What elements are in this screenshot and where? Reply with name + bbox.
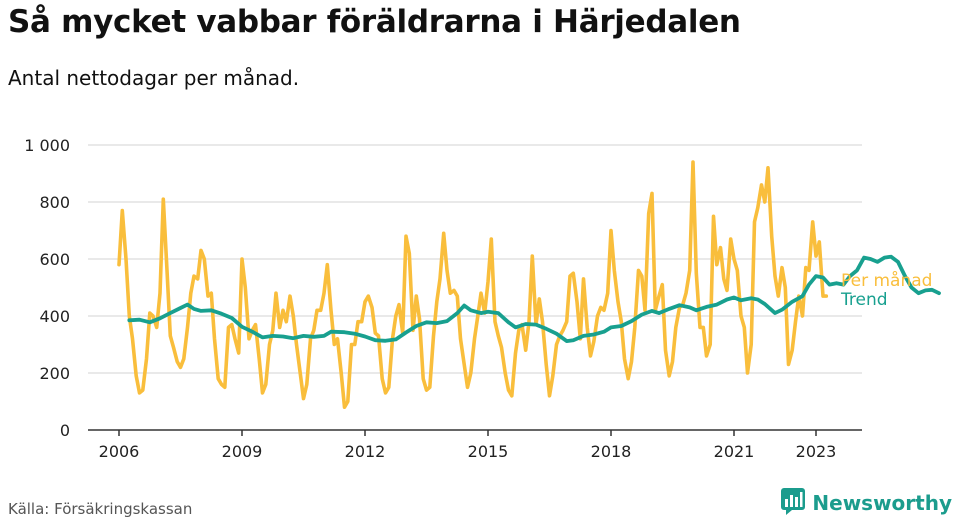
legend-label-trend: Trend (840, 290, 888, 310)
y-tick-label: 400 (39, 307, 70, 326)
y-tick-label: 600 (39, 250, 70, 269)
legend-label-per-manad: Per månad (841, 270, 932, 291)
y-tick-label: 1 000 (24, 136, 70, 155)
newsworthy-logo-icon (780, 487, 806, 519)
x-tick-label: 2018 (591, 442, 632, 461)
y-tick-label: 0 (60, 421, 70, 440)
x-tick-label: 2023 (796, 442, 837, 461)
brand-name: Newsworthy (812, 491, 952, 515)
x-axis: 2006 2009 2012 2015 2018 2021 2023 (88, 429, 862, 461)
source-note: Källa: Försäkringskassan (8, 500, 193, 518)
x-tick-label: 2012 (345, 442, 386, 461)
chart-subtitle: Antal nettodagar per månad. (8, 66, 300, 90)
y-tick-label: 800 (39, 193, 70, 212)
series-line-per-manad (117, 160, 829, 409)
x-tick-label: 2021 (714, 442, 755, 461)
y-axis: 0 200 400 600 800 1 000 (24, 136, 70, 440)
series-lines (117, 160, 941, 409)
chart-title: Så mycket vabbar föräldrarna i Härjedale… (8, 4, 741, 40)
x-tick-label: 2009 (222, 442, 263, 461)
brand-logo[interactable]: Newsworthy (780, 488, 952, 518)
x-tick-label: 2006 (99, 442, 140, 461)
series-line-trend (127, 254, 941, 343)
y-tick-label: 200 (39, 364, 70, 383)
x-tick-label: 2015 (468, 442, 509, 461)
